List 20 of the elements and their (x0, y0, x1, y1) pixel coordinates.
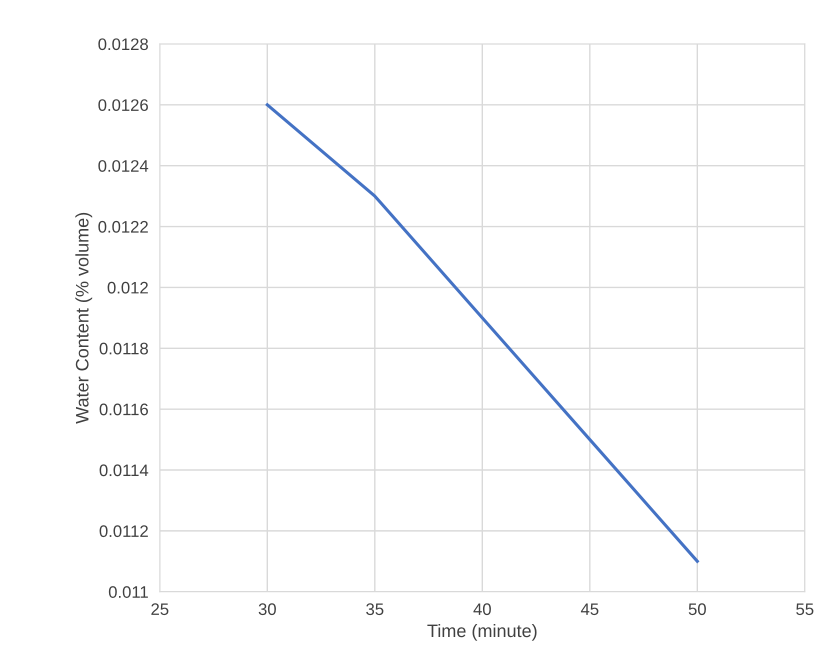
x-tick-label: 55 (796, 603, 814, 616)
y-tick-label: 0.0118 (100, 342, 148, 354)
y-tick-label: 0.0128 (98, 38, 148, 50)
y-tick-label: 0.0124 (98, 160, 148, 172)
x-tick-label: 45 (580, 603, 598, 616)
x-tick-label: 50 (688, 603, 706, 616)
y-tick-label: 0.012 (108, 282, 148, 294)
x-tick-label: 30 (258, 603, 276, 616)
y-tick-label: 0.0116 (100, 404, 148, 416)
y-axis-title: Water Content (% volume) (75, 212, 92, 424)
y-tick-label: 0.011 (108, 586, 148, 598)
y-tick-label: 0.0122 (98, 220, 148, 233)
x-axis-title: Time (minute) (427, 624, 537, 641)
y-tick-label: 0.0126 (98, 99, 148, 111)
x-tick-label: 35 (366, 603, 384, 616)
x-tick-label: 25 (151, 603, 168, 616)
x-tick-label: 40 (473, 603, 491, 616)
y-tick-label: 0.0114 (100, 464, 148, 476)
y-tick-label: 0.0112 (100, 525, 148, 538)
line-series (266, 103, 699, 563)
